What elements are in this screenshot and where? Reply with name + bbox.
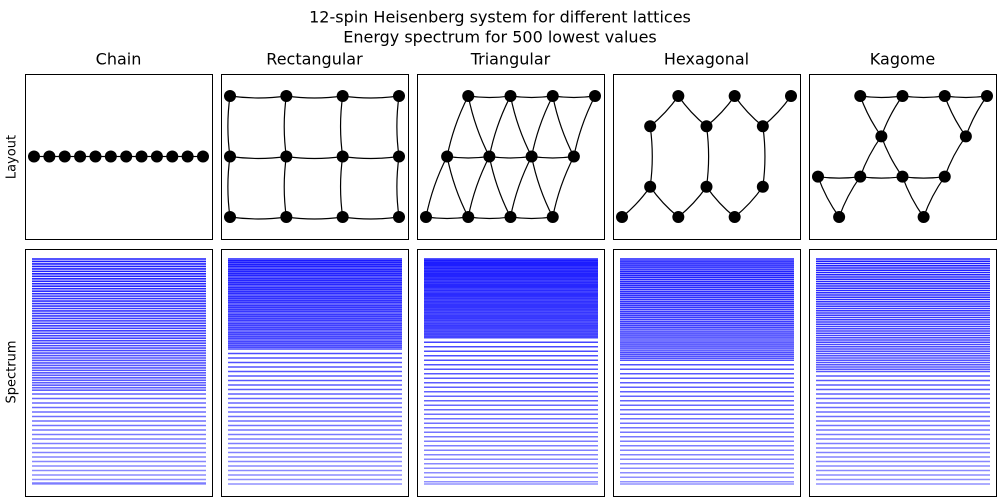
- layout-panel-3: [613, 74, 801, 240]
- lattice-node-0-3: [74, 150, 87, 163]
- lattice-node-1-4: [224, 150, 236, 163]
- lattice-title-1: Rectangular: [266, 50, 363, 69]
- lattice-node-4-10: [833, 211, 846, 223]
- lattice-node-4-4: [875, 130, 888, 143]
- lattice-node-3-6: [644, 120, 657, 133]
- lattice-node-0-11: [197, 150, 209, 163]
- layout-panel-1: [221, 74, 409, 240]
- row-label-spectrum: Spectrum: [5, 341, 20, 404]
- lattice-node-4-1: [896, 90, 909, 102]
- lattice-node-2-2: [546, 90, 559, 102]
- lattice-node-3-8: [700, 120, 713, 133]
- lattice-title-4: Kagome: [870, 50, 935, 69]
- lattice-node-1-8: [224, 211, 236, 223]
- lattice-node-4-8: [896, 170, 909, 183]
- lattice-node-0-7: [135, 150, 148, 163]
- lattice-node-0-6: [120, 150, 133, 163]
- lattice-node-4-11: [917, 211, 930, 223]
- lattice-node-2-11: [546, 211, 559, 223]
- lattice-node-2-4: [441, 150, 454, 163]
- lattice-node-0-1: [43, 150, 56, 163]
- lattice-node-1-9: [280, 211, 293, 223]
- lattice-node-1-6: [336, 150, 349, 163]
- lattice-node-2-0: [462, 90, 475, 102]
- lattice-node-3-9: [728, 90, 741, 102]
- lattice-node-2-8: [420, 211, 432, 223]
- lattice-node-0-0: [28, 150, 40, 163]
- lattice-node-1-5: [280, 150, 293, 163]
- lattice-node-2-7: [567, 150, 580, 163]
- lattice-node-1-0: [224, 90, 236, 102]
- lattice-node-0-10: [181, 150, 194, 163]
- lattice-node-0-8: [150, 150, 163, 163]
- lattice-node-1-1: [280, 90, 293, 102]
- figure-title-line2: Energy spectrum for 500 lowest values: [343, 28, 657, 47]
- lattice-node-4-9: [938, 170, 951, 183]
- lattice-node-1-11: [393, 211, 405, 223]
- lattice-node-3-11: [785, 90, 797, 102]
- lattice-node-3-4: [728, 211, 741, 223]
- lattice-node-0-9: [166, 150, 179, 163]
- lattice-node-3-0: [616, 211, 628, 223]
- lattice-node-1-2: [336, 90, 349, 102]
- lattice-node-4-5: [959, 130, 972, 143]
- lattice-node-2-1: [504, 90, 517, 102]
- figure-title-line1: 12-spin Heisenberg system for different …: [309, 8, 691, 27]
- lattice-node-0-4: [89, 150, 102, 163]
- row-label-layout: Layout: [5, 135, 20, 179]
- lattice-node-2-10: [504, 211, 517, 223]
- lattice-node-4-6: [812, 170, 824, 183]
- lattice-node-3-2: [672, 211, 685, 223]
- lattice-node-3-5: [756, 180, 769, 193]
- lattice-node-1-7: [393, 150, 405, 163]
- lattice-title-2: Triangular: [470, 50, 551, 69]
- lattice-node-0-5: [104, 150, 117, 163]
- lattice-node-1-3: [393, 90, 405, 102]
- lattice-node-3-1: [644, 180, 657, 193]
- lattice-node-3-7: [672, 90, 685, 102]
- lattice-node-0-2: [58, 150, 71, 163]
- lattice-node-3-3: [700, 180, 713, 193]
- lattice-node-2-5: [483, 150, 496, 163]
- lattice-node-3-10: [756, 120, 769, 133]
- lattice-node-1-10: [336, 211, 349, 223]
- lattice-title-3: Hexagonal: [664, 50, 749, 69]
- lattice-node-2-6: [525, 150, 538, 163]
- lattice-node-2-9: [462, 211, 475, 223]
- lattice-node-4-2: [938, 90, 951, 102]
- lattice-node-4-7: [854, 170, 867, 183]
- lattice-title-0: Chain: [96, 50, 142, 69]
- lattice-node-2-3: [589, 90, 601, 102]
- lattice-node-4-3: [981, 90, 993, 102]
- lattice-node-4-0: [854, 90, 867, 102]
